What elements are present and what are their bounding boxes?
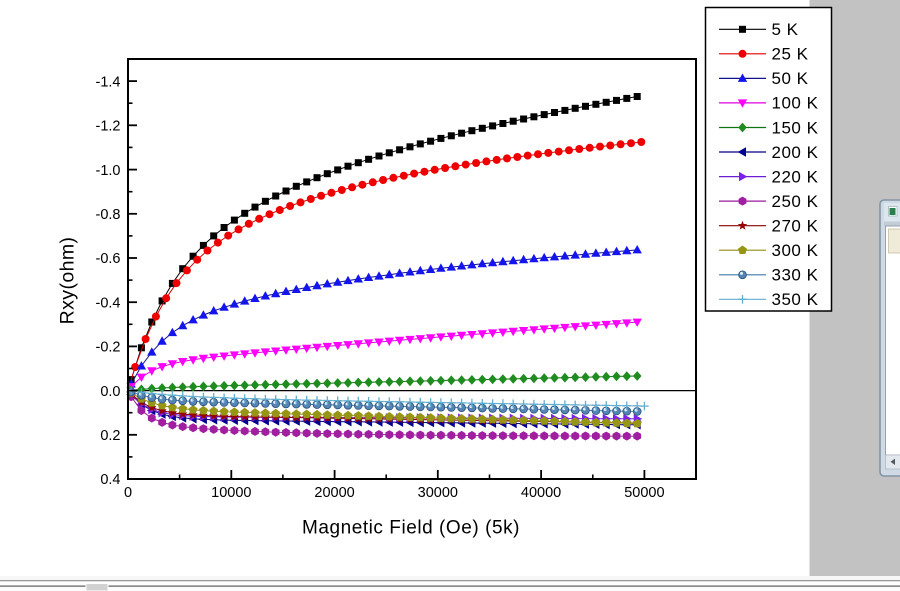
svg-text:0.0: 0.0: [100, 384, 120, 400]
svg-text:-0.8: -0.8: [96, 207, 121, 223]
svg-text:330 K: 330 K: [772, 266, 819, 285]
svg-text:300 K: 300 K: [772, 241, 819, 260]
svg-text:-0.6: -0.6: [96, 251, 121, 267]
svg-text:100 K: 100 K: [772, 94, 819, 113]
svg-text:30000: 30000: [418, 485, 458, 501]
svg-text:220 K: 220 K: [772, 167, 819, 186]
svg-text:0: 0: [124, 485, 132, 501]
svg-text:250 K: 250 K: [772, 192, 819, 211]
svg-text:20000: 20000: [314, 485, 354, 501]
svg-text:0.2: 0.2: [100, 428, 120, 444]
svg-text:-0.4: -0.4: [96, 295, 121, 311]
svg-text:0.4: 0.4: [100, 472, 120, 488]
svg-text:10000: 10000: [211, 485, 251, 501]
svg-text:200 K: 200 K: [772, 143, 819, 162]
svg-text:270 K: 270 K: [772, 217, 819, 236]
svg-text:150 K: 150 K: [772, 118, 819, 137]
svg-text:25 K: 25 K: [772, 45, 809, 64]
svg-text:-1.2: -1.2: [96, 119, 121, 135]
svg-text:5 K: 5 K: [772, 20, 799, 39]
svg-text:350 K: 350 K: [772, 290, 819, 309]
svg-text:-1.4: -1.4: [96, 74, 121, 90]
svg-text:Magnetic Field (Oe) (5k): Magnetic Field (Oe) (5k): [302, 518, 520, 539]
svg-text:-1.0: -1.0: [96, 163, 121, 179]
svg-text:Rxy(ohm): Rxy(ohm): [57, 237, 79, 325]
svg-text:40000: 40000: [521, 485, 561, 501]
svg-text:50000: 50000: [624, 485, 664, 501]
svg-text:-0.2: -0.2: [96, 340, 121, 356]
svg-text:50 K: 50 K: [772, 69, 809, 88]
